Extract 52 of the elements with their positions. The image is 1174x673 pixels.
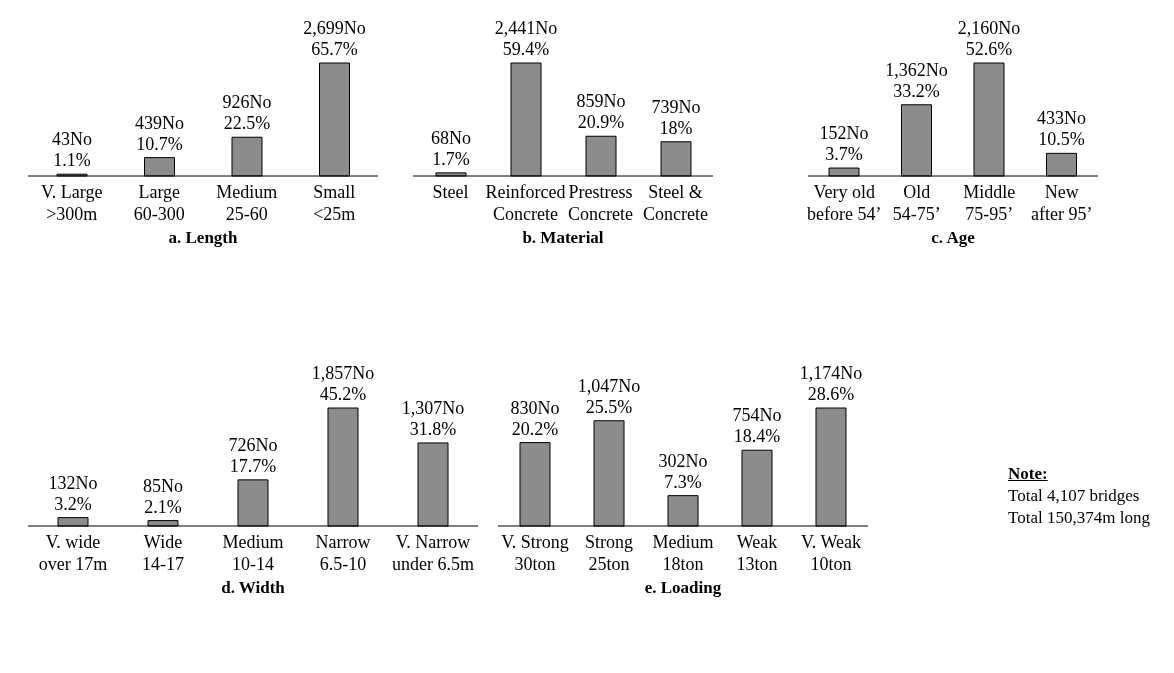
data-label: 1,857No 45.2% [311,363,375,404]
x-tick-label: Prestress Concrete [568,182,633,224]
x-tick-label: V. Narrow under 6.5m [392,532,474,574]
text: Total 150,374m long [1008,507,1151,529]
data-label: 433No 10.5% [1037,108,1086,150]
data-label: 439No 10.7% [135,112,184,154]
text: e. Loading [643,578,723,598]
x-tick-label: V. wide over 17m [38,532,108,574]
data-label: 85No 2.1% [143,475,183,517]
x-tick-label: Very old before 54’ [807,182,882,224]
data-label: 2,160No 52.6% [957,18,1021,59]
x-tick-label: New after 95’ [1031,182,1093,224]
data-label: 1,047No 25.5% [577,375,641,417]
x-tick-label: Wide 14-17 [142,532,184,574]
data-label: 2,441No 59.4% [494,18,558,59]
x-tick-label: Narrow 6.5-10 [315,532,371,574]
data-label: 152No 3.7% [819,123,869,165]
x-tick-label: Medium 10-14 [222,532,284,574]
x-tick-label: Steel & Concrete [643,182,708,224]
data-label: 1,174No 28.6% [799,363,863,404]
x-tick-label: Steel [432,182,469,202]
data-label: 68No 1.7% [431,127,471,169]
data-label: 132No 3.2% [48,472,98,514]
data-label: 43No 1.1% [52,129,92,171]
x-tick-label: Large 60-300 [133,182,185,224]
x-tick-label: Medium 18ton [652,532,714,574]
data-label: 859No 20.9% [576,91,626,133]
x-tick-label: Middle 75-95’ [963,182,1016,224]
text: c. Age [930,228,976,248]
x-tick-label: V. Strong 30ton [501,532,569,574]
data-label: 926No 22.5% [222,92,272,134]
data-label: 1,307No 31.8% [401,397,465,439]
text: Note: [1008,463,1049,485]
text: Total 4,107 bridges [1008,485,1141,507]
x-tick-label: V. Weak 10ton [801,532,861,574]
text: b. Material [521,228,605,248]
x-tick-label: V. Large >300m [41,182,103,224]
data-label: 754No 18.4% [732,405,782,447]
text: d. Width [220,578,286,598]
x-tick-label: Strong 25ton [584,532,634,574]
data-label: 830No 20.2% [510,397,560,439]
data-label: 2,699No 65.7% [303,18,366,59]
data-label: 739No 18% [651,96,701,138]
x-tick-label: Old 54-75’ [892,182,941,224]
data-label: 1,362No 33.2% [885,59,948,101]
data-label: 302No 7.3% [658,450,708,492]
x-tick-label: Medium 25-60 [216,182,278,224]
data-label: 726No 17.7% [228,434,278,476]
text: a. Length [167,228,239,248]
x-tick-label: Reinforced Concrete [485,182,566,224]
x-tick-label: Small <25m [313,182,356,224]
x-tick-label: Weak 13ton [736,532,778,574]
